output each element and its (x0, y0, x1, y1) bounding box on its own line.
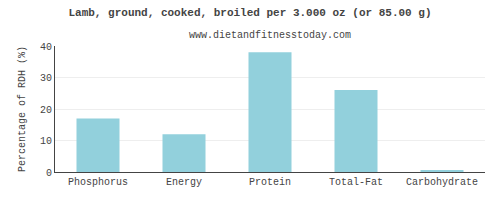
svg-text:Total-Fat: Total-Fat (329, 177, 383, 188)
svg-text:20: 20 (40, 105, 52, 116)
svg-text:Protein: Protein (249, 177, 291, 188)
svg-text:Carbohydrate: Carbohydrate (406, 177, 478, 188)
svg-text:Phosphorus: Phosphorus (68, 177, 128, 188)
svg-text:30: 30 (40, 73, 52, 84)
svg-text:Percentage of RDH (%): Percentage of RDH (%) (17, 46, 28, 172)
svg-text:Lamb, ground, cooked, broiled: Lamb, ground, cooked, broiled per 3.000 … (68, 7, 431, 19)
svg-text:0: 0 (46, 168, 52, 179)
svg-text:40: 40 (40, 42, 52, 53)
svg-text:10: 10 (40, 136, 52, 147)
svg-text:Energy: Energy (166, 177, 202, 188)
svg-text:www.dietandfitnesstoday.com: www.dietandfitnesstoday.com (189, 30, 351, 41)
